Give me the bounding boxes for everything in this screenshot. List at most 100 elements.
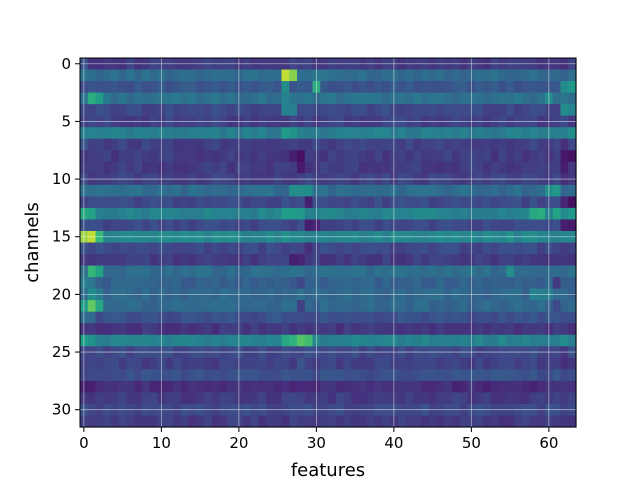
heatmap-cell — [281, 265, 290, 278]
heatmap-cell — [266, 69, 275, 82]
heatmap-cell — [335, 196, 345, 209]
heatmap-cell — [103, 277, 112, 290]
heatmap-cell — [428, 92, 438, 105]
heatmap-cell — [459, 242, 469, 255]
heatmap-cell — [242, 161, 252, 174]
heatmap-cell — [552, 104, 562, 117]
heatmap-cell — [521, 311, 531, 324]
heatmap-cell — [266, 161, 275, 174]
heatmap-cell — [444, 369, 453, 382]
heatmap-cell — [359, 300, 368, 313]
heatmap-cell — [227, 357, 236, 370]
heatmap-cell — [560, 184, 569, 197]
heatmap-cell — [328, 254, 337, 267]
heatmap-cell — [95, 254, 104, 267]
heatmap-cell — [219, 277, 228, 290]
heatmap-cell — [366, 92, 376, 105]
heatmap-cell — [483, 207, 492, 221]
heatmap-cell — [405, 219, 414, 232]
heatmap-cell — [149, 184, 159, 197]
heatmap-cell — [521, 184, 531, 197]
heatmap-cell — [95, 311, 104, 324]
heatmap-cell — [552, 69, 562, 82]
x-tick-label: 60 — [539, 434, 558, 452]
heatmap-cell — [111, 254, 120, 267]
heatmap-cell — [405, 392, 414, 405]
heatmap-cell — [428, 196, 438, 209]
heatmap-cell — [273, 380, 283, 394]
heatmap-cell — [196, 92, 205, 105]
heatmap-cell — [126, 242, 135, 255]
heatmap-cell — [304, 138, 314, 151]
heatmap-cell — [95, 161, 104, 174]
heatmap-cell — [304, 242, 314, 255]
heatmap-cell — [529, 69, 538, 82]
heatmap-cell — [490, 127, 500, 140]
heatmap-cell — [87, 104, 97, 117]
heatmap-cell — [359, 81, 368, 94]
heatmap-cell — [111, 369, 120, 382]
heatmap-cell — [397, 392, 407, 405]
heatmap-cell — [304, 184, 314, 197]
heatmap-cell — [95, 207, 104, 221]
heatmap-cell — [87, 81, 97, 94]
heatmap-cell — [506, 277, 515, 290]
heatmap-cell — [111, 334, 120, 347]
heatmap-cell — [343, 104, 352, 117]
heatmap-cell — [250, 207, 259, 221]
heatmap-cell — [211, 150, 221, 163]
heatmap-cell — [219, 196, 228, 209]
heatmap-cell — [211, 127, 221, 140]
heatmap-cell — [475, 357, 484, 370]
heatmap-cell — [250, 127, 259, 140]
heatmap-cell — [560, 254, 569, 267]
heatmap-cell — [266, 300, 275, 313]
heatmap-cell — [537, 300, 546, 313]
heatmap-cell — [196, 127, 205, 140]
heatmap-cell — [111, 323, 120, 336]
heatmap-cell — [428, 392, 438, 405]
heatmap-cell — [165, 300, 174, 313]
heatmap-cell — [196, 207, 205, 221]
heatmap-cell — [258, 219, 267, 232]
heatmap-cell — [459, 392, 469, 405]
heatmap-cell — [359, 69, 368, 82]
heatmap-cell — [552, 415, 562, 428]
heatmap-cell — [560, 92, 569, 105]
heatmap-cell — [134, 81, 143, 94]
heatmap-cell — [142, 127, 151, 140]
heatmap-cell — [149, 254, 159, 267]
heatmap-cell — [568, 92, 577, 105]
heatmap-cell — [266, 150, 275, 163]
heatmap-cell — [211, 311, 221, 324]
heatmap-cell — [211, 380, 221, 394]
heatmap-cell — [475, 334, 484, 347]
heatmap-cell — [413, 380, 422, 394]
heatmap-cell — [266, 184, 275, 197]
heatmap-cell — [397, 138, 407, 151]
heatmap-cell — [211, 334, 221, 347]
heatmap-cell — [211, 92, 221, 105]
heatmap-cell — [483, 254, 492, 267]
heatmap-cell — [211, 104, 221, 117]
heatmap-cell — [250, 300, 259, 313]
heatmap-cell — [343, 184, 352, 197]
heatmap-cell — [142, 138, 151, 151]
heatmap-cell — [436, 323, 445, 336]
heatmap-cell — [281, 219, 290, 232]
heatmap-cell — [436, 104, 445, 117]
heatmap-cell — [126, 277, 135, 290]
heatmap-cell — [483, 196, 492, 209]
heatmap-cell — [428, 81, 438, 94]
heatmap-cell — [273, 161, 283, 174]
heatmap-cell — [320, 311, 329, 324]
heatmap-cell — [103, 369, 112, 382]
heatmap-cell — [552, 184, 562, 197]
heatmap-cell — [428, 127, 438, 140]
heatmap-cell — [103, 207, 112, 221]
heatmap-cell — [506, 265, 515, 278]
heatmap-cell — [568, 300, 577, 313]
heatmap-cell — [242, 300, 252, 313]
heatmap-cell — [242, 242, 252, 255]
heatmap-cell — [126, 184, 135, 197]
